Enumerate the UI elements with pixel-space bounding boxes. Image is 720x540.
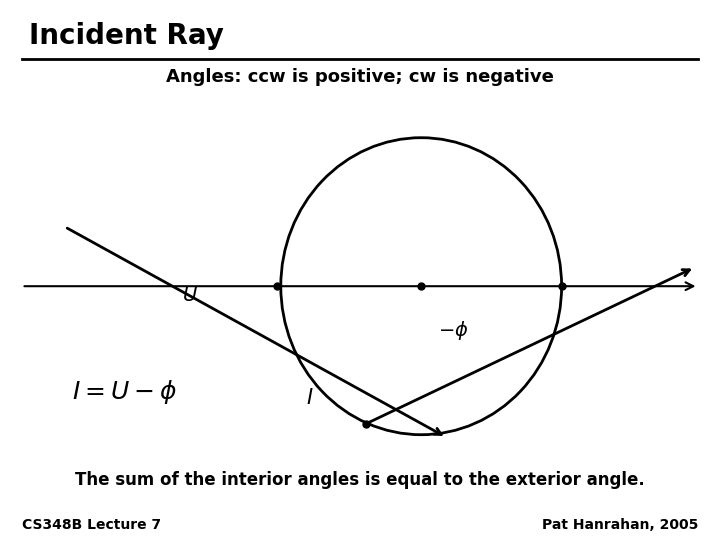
Text: $-\phi$: $-\phi$ <box>438 319 468 342</box>
Text: Angles: ccw is positive; cw is negative: Angles: ccw is positive; cw is negative <box>166 68 554 85</box>
Text: The sum of the interior angles is equal to the exterior angle.: The sum of the interior angles is equal … <box>75 471 645 489</box>
Text: $I$: $I$ <box>305 388 313 408</box>
Text: $U$: $U$ <box>182 286 198 305</box>
Text: CS348B Lecture 7: CS348B Lecture 7 <box>22 518 161 532</box>
Text: $I = U - \phi$: $I = U - \phi$ <box>72 378 176 406</box>
Text: Incident Ray: Incident Ray <box>29 22 224 50</box>
Text: Pat Hanrahan, 2005: Pat Hanrahan, 2005 <box>542 518 698 532</box>
